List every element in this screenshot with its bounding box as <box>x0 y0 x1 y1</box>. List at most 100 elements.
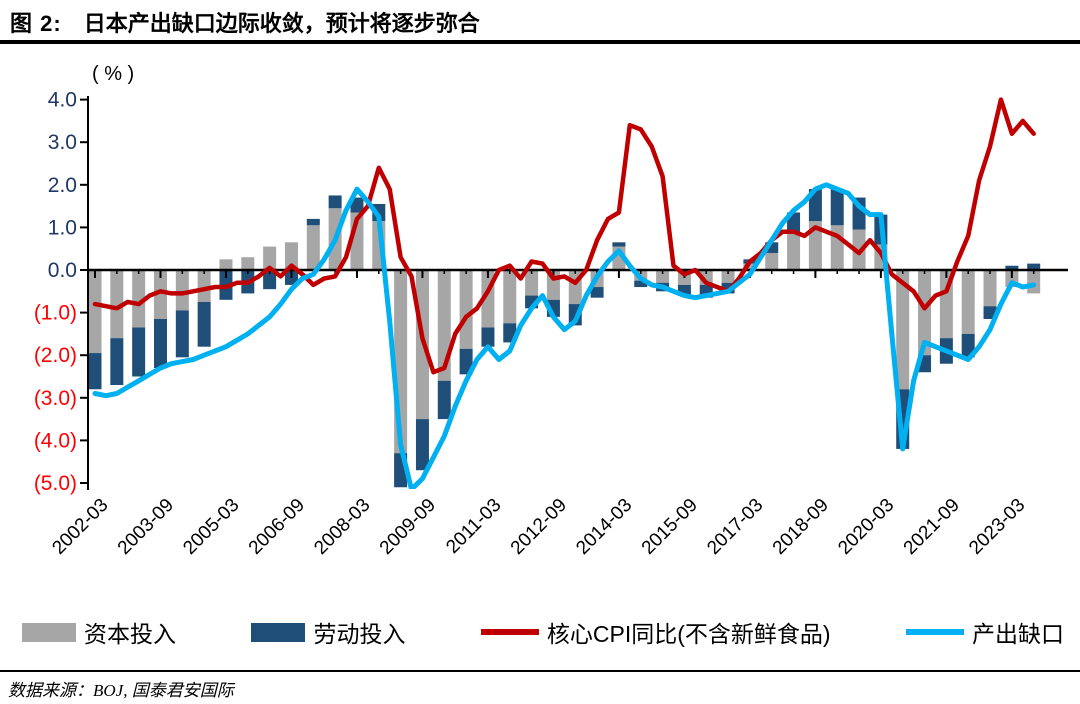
x-tick-label: 2009-09 <box>376 495 440 559</box>
chart-legend: 资本投入 劳动投入 核心CPI同比(不含新鲜食品) 产出缺口 <box>22 612 1064 652</box>
labor-bar-segment <box>328 195 342 209</box>
x-tick-label: 2012-09 <box>507 495 571 559</box>
labor-bar-segment <box>263 270 277 290</box>
x-tick-label: 2021-09 <box>900 495 964 559</box>
capital-bar-segment <box>961 270 975 334</box>
legend-item: 劳动投入 <box>251 615 405 649</box>
capital-bar-segment <box>175 270 189 311</box>
labor-bar-segment <box>110 338 124 386</box>
legend-line-icon <box>480 629 539 635</box>
x-tick-label: 2006-09 <box>245 495 309 559</box>
labor-bar-segment <box>590 287 604 298</box>
capital-bar-segment <box>808 221 822 270</box>
labor-bar-segment <box>175 310 189 358</box>
labor-bar-segment <box>677 284 691 296</box>
x-tick-label: 2015-09 <box>638 495 702 559</box>
y-tick-label: (5.0) <box>34 472 77 495</box>
x-tick-label: 2017-03 <box>703 495 767 559</box>
labor-bar-segment <box>634 280 648 288</box>
legend-swatch-icon <box>22 622 76 642</box>
capital-bar-segment <box>896 270 910 390</box>
y-tick-label: 4.0 <box>48 89 77 112</box>
legend-label: 资本投入 <box>84 621 176 647</box>
capital-bar-segment <box>132 270 146 328</box>
y-tick-label: 0.0 <box>48 259 77 282</box>
labor-bar-segment <box>437 380 451 420</box>
capital-bar-segment <box>306 225 320 270</box>
labor-bar-segment <box>612 242 626 247</box>
y-tick-label: 3.0 <box>48 131 77 154</box>
x-tick-label: 2014-03 <box>572 495 636 559</box>
labor-bar-segment <box>961 333 975 358</box>
legend-item: 资本投入 <box>22 615 176 649</box>
labor-bar-segment <box>830 189 844 226</box>
footer-divider <box>0 670 1080 672</box>
capital-bar-segment <box>765 252 779 270</box>
labor-bar-segment <box>306 218 320 226</box>
y-tick-label: 2.0 <box>48 174 77 197</box>
y-axis-unit-label: ( % ) <box>92 63 134 85</box>
x-tick-label: 2008-03 <box>310 495 374 559</box>
y-tick-label: (4.0) <box>34 429 77 452</box>
capital-bar-segment <box>721 270 735 283</box>
figure-header: 图 2: 日本产出缺口边际收敛，预计将逐步弥合 <box>10 6 480 38</box>
y-axis: 4.0 3.0 2.0 1.0 0.0 (1.0) (2.0) (3.0) (4.0) (5.0)… <box>34 63 134 495</box>
x-tick-label: 2002-03 <box>48 495 112 559</box>
legend-item: 产出缺口 <box>905 615 1064 649</box>
capital-bar-segment <box>284 242 298 270</box>
labor-bar-segment <box>765 242 779 253</box>
title-underline <box>0 40 1080 44</box>
chart-svg: 4.0 3.0 2.0 1.0 0.0 (1.0) (2.0) (3.0) (4.0) (5.0)… <box>34 63 1068 559</box>
legend-label: 产出缺口 <box>971 621 1064 647</box>
figure-title: 日本产出缺口边际收敛，预计将逐步弥合 <box>83 11 480 36</box>
chart-area: 4.0 3.0 2.0 1.0 0.0 (1.0) (2.0) (3.0) (4.0) (5.0)… <box>0 44 1080 604</box>
labor-bar-segment <box>481 327 495 347</box>
capital-bar-segment <box>525 270 539 296</box>
x-tick-label: 2023-03 <box>965 495 1029 559</box>
capital-bar-segment <box>110 270 124 339</box>
labor-bar-segment <box>1005 265 1019 270</box>
legend-swatch-icon <box>251 622 306 642</box>
labor-bar-segment <box>808 189 822 222</box>
capital-bar-segment <box>219 259 233 270</box>
x-tick-label: 2005-03 <box>179 495 243 559</box>
x-tick-label: 2011-03 <box>442 495 505 558</box>
legend-item: 核心CPI同比(不含新鲜食品) <box>480 615 831 649</box>
x-tick-label: 2020-03 <box>834 495 898 559</box>
legend-label: 劳动投入 <box>313 621 406 647</box>
labor-bar-segment <box>197 301 211 347</box>
y-tick-label: (2.0) <box>34 344 77 367</box>
data-source: 数据来源：BOJ, 国泰君安国际 <box>8 681 234 700</box>
capital-bar-segment <box>983 270 997 307</box>
capital-bar-segment <box>503 270 517 324</box>
legend-line-icon <box>905 629 964 635</box>
capital-bar-segment <box>241 257 255 270</box>
legend-label: 核心CPI同比(不含新鲜食品) <box>546 621 831 647</box>
capital-bar-segment <box>918 270 932 356</box>
y-tick-label: 1.0 <box>48 216 77 239</box>
lines <box>92 97 1037 489</box>
x-tick-label: 2018-09 <box>769 495 833 559</box>
y-tick-label: (3.0) <box>34 387 77 410</box>
capital-bar-segment <box>263 246 277 270</box>
labor-bar-segment <box>415 419 429 471</box>
labor-bar-segment <box>350 197 364 213</box>
capital-bar-segment <box>743 263 757 270</box>
capital-bar-segment <box>197 270 211 302</box>
cpi-line <box>92 97 1036 375</box>
labor-bar-segment <box>89 353 102 390</box>
capital-bar-segment <box>459 270 473 349</box>
gap-line <box>92 182 1037 489</box>
labor-bar-segment <box>132 327 146 377</box>
labor-bar-segment <box>153 318 167 368</box>
bars <box>89 189 1041 488</box>
capital-bar-segment <box>89 270 102 354</box>
capital-bar-segment <box>656 270 670 283</box>
y-tick-label: (1.0) <box>34 302 77 325</box>
figure-label: 图 2: <box>10 11 62 36</box>
labor-bar-segment <box>459 348 473 375</box>
capital-bar-segment <box>153 270 167 319</box>
x-tick-label: 2003-09 <box>114 495 178 559</box>
labor-bar-segment <box>1027 263 1041 270</box>
